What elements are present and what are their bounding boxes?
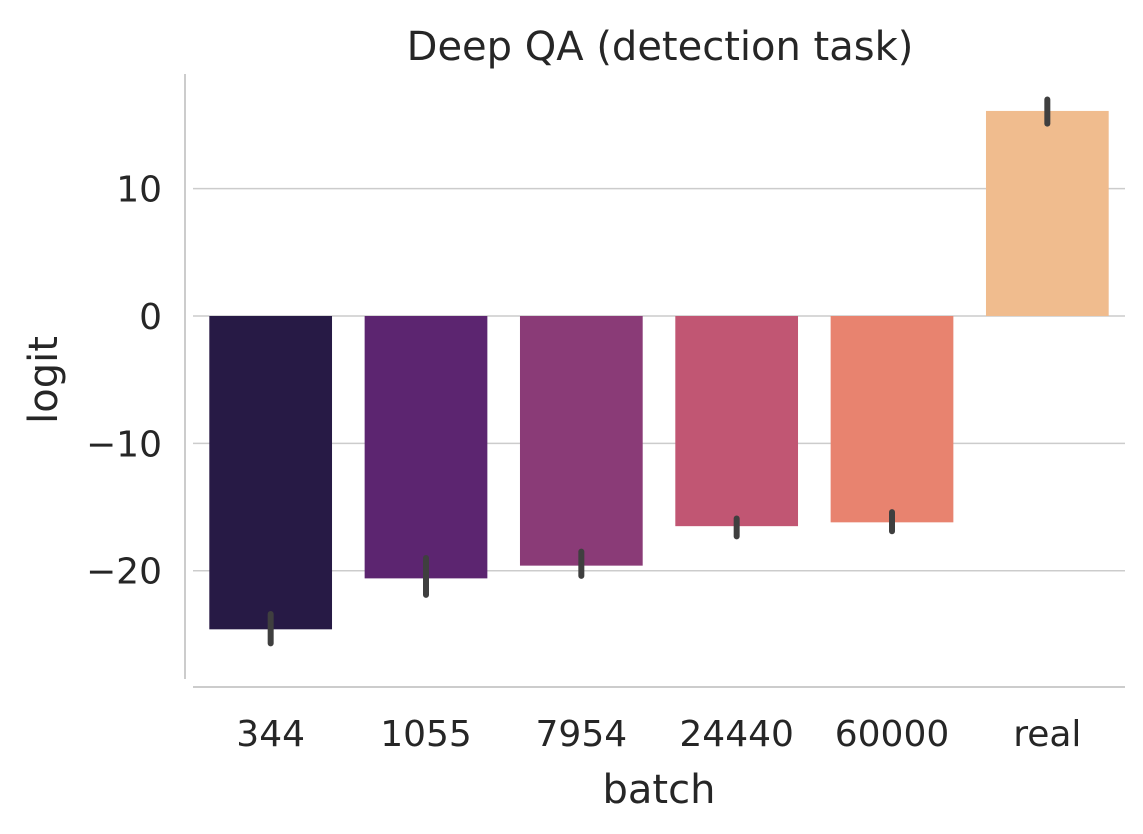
chart-title: Deep QA (detection task) bbox=[407, 24, 914, 70]
x-tick-label: 24440 bbox=[679, 714, 794, 755]
bar-24440 bbox=[675, 316, 799, 527]
x-tick-label: 344 bbox=[236, 714, 305, 755]
x-tick-labels: 344 1055 7954 24440 60000 real bbox=[236, 714, 1081, 755]
bar-7954 bbox=[519, 316, 643, 566]
x-tick-label: real bbox=[1013, 714, 1081, 755]
x-tick-label: 7954 bbox=[536, 714, 628, 755]
y-tick-labels: −20 −10 0 10 bbox=[86, 170, 162, 593]
gridlines bbox=[193, 187, 1125, 572]
y-tick-label: −20 bbox=[86, 552, 162, 593]
bar-60000 bbox=[830, 316, 954, 523]
y-axis-label: logit bbox=[21, 336, 67, 424]
x-tick-label: 60000 bbox=[835, 714, 950, 755]
x-axis-label: batch bbox=[603, 767, 716, 813]
y-tick-label: 0 bbox=[139, 297, 162, 338]
bar-344 bbox=[209, 316, 333, 630]
y-tick-label: −10 bbox=[86, 424, 162, 465]
bar-real bbox=[985, 110, 1109, 316]
bar-1055 bbox=[364, 316, 488, 579]
bars bbox=[209, 110, 1109, 630]
error-bars bbox=[267, 96, 1051, 647]
y-tick-label: 10 bbox=[116, 170, 162, 211]
x-tick-label: 1055 bbox=[380, 714, 472, 755]
